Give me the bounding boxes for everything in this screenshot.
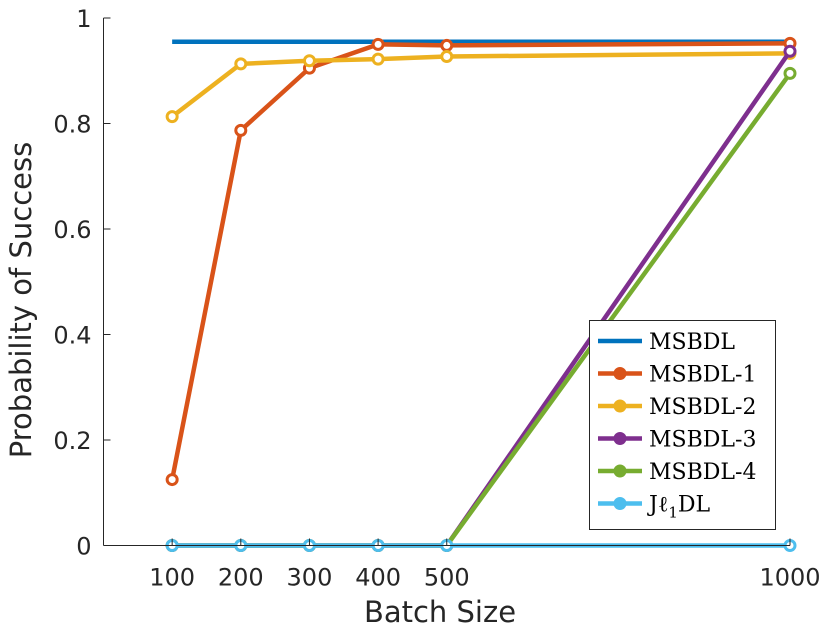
legend-swatch-marker	[613, 497, 627, 510]
legend-swatch-marker	[613, 367, 627, 380]
data-point-msbdl-2	[165, 110, 179, 124]
legend-entry-msbdl-2: MSBDL-2	[598, 395, 756, 420]
y-tick-label: 0	[76, 533, 91, 561]
data-point-msbdl-1	[165, 473, 179, 487]
series-msbdl-1	[165, 36, 797, 487]
data-point-msbdl-2	[234, 57, 248, 71]
legend-label: MSBDL-3	[649, 428, 756, 453]
legend-entry-msbdl-1: MSBDL-1	[598, 363, 756, 388]
series-line-msbdl-1	[169, 41, 791, 480]
y-tick-label: 1	[76, 5, 91, 33]
legend-entry-msbdl-3: MSBDL-3	[598, 428, 756, 453]
x-axis-ticks: 100 200 300 400 500 1000	[149, 538, 821, 592]
x-tick-label: 500	[424, 564, 470, 592]
legend-swatch-marker	[613, 432, 627, 445]
y-axis-ticks: 0 0.2 0.4 0.6 0.8 1	[53, 5, 111, 561]
legend-entry-msbdl-4: MSBDL-4	[598, 460, 756, 485]
legend-label: MSBDL-1	[649, 363, 756, 388]
data-point-msbdl-3	[783, 44, 797, 58]
data-point-msbdl-2	[371, 52, 385, 66]
series-line-msbdl-2	[170, 51, 791, 119]
legend-label: MSBDL-2	[649, 395, 756, 420]
legend: MSBDL MSBDL-1 MSBDL-2 MSBDL-3 MSBDL-4 Jℓ1DL	[589, 320, 776, 530]
x-tick-label: 100	[149, 564, 195, 592]
x-tick-label: 300	[287, 564, 333, 592]
data-point-msbdl-1	[440, 38, 454, 52]
data-point-msbdl-4	[783, 66, 797, 80]
x-tick-label: 200	[218, 564, 264, 592]
y-axis-title: Probability of Success	[4, 142, 38, 458]
legend-entry-j-1dl: Jℓ1DL	[598, 493, 711, 522]
data-point-msbdl-1	[234, 123, 248, 137]
legend-label: MSBDL-4	[649, 460, 756, 485]
data-point-msbdl-2	[440, 50, 454, 64]
legend-swatch-marker	[613, 464, 627, 478]
legend-box	[589, 320, 776, 530]
legend-swatch-marker	[613, 399, 627, 413]
data-point-msbdl-1	[371, 37, 385, 51]
legend-entry-msbdl: MSBDL	[598, 330, 735, 355]
data-point-msbdl-2	[302, 54, 316, 68]
x-tick-label: 400	[355, 564, 401, 592]
y-tick-label: 0.4	[53, 322, 91, 350]
legend-label: Jℓ1DL	[647, 493, 711, 522]
y-tick-label: 0.2	[53, 427, 91, 455]
x-axis-title: Batch Size	[364, 595, 516, 629]
x-tick-label: 1000	[759, 564, 820, 592]
y-tick-label: 0.6	[53, 216, 91, 244]
y-tick-label: 0.8	[53, 111, 91, 139]
legend-label: MSBDL	[649, 330, 735, 355]
